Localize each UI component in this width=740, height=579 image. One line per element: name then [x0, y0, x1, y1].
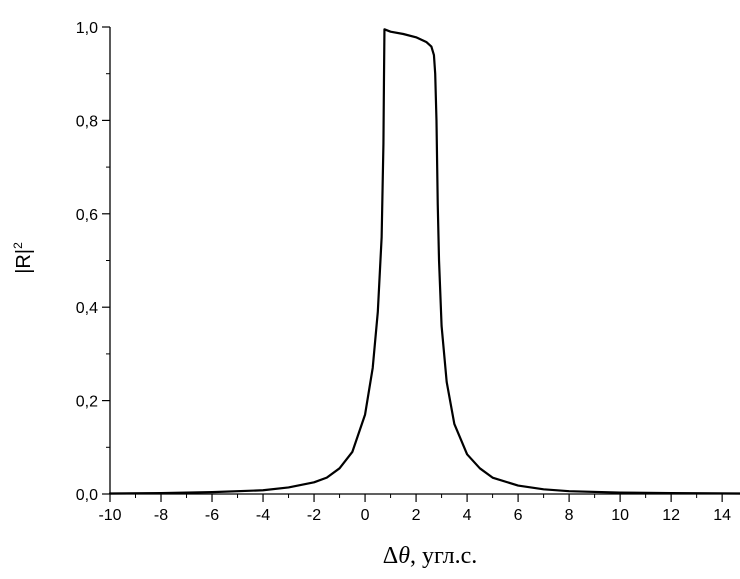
- x-tick-label: -8: [154, 507, 168, 524]
- x-axis-label: Δθ, угл.с.: [383, 543, 478, 569]
- y-axis-label-sup: 2: [11, 242, 25, 249]
- ticks-group: 0,0 0,2 0,4 0,6 0,8 1,0 -10 -8 -6 -4 -2 0 2 4 6 8 10 12 14: [76, 20, 731, 524]
- y-tick-label: 0,2: [76, 394, 98, 411]
- x-tick-label: -10: [98, 507, 121, 524]
- x-tick-label: 8: [565, 507, 574, 524]
- y-tick-label: 0,6: [76, 207, 98, 224]
- axes: [109, 27, 740, 495]
- x-tick-label: 14: [713, 507, 731, 524]
- x-axis-label-delta: Δ: [383, 543, 398, 569]
- reflectivity-curve: [108, 28, 740, 495]
- series-group: [108, 28, 740, 495]
- y-axis-label: |R|2: [11, 242, 35, 274]
- y-axis-label-base: |R|: [13, 249, 35, 274]
- x-axis-label-theta: θ: [398, 543, 410, 569]
- x-tick-label: 6: [514, 507, 523, 524]
- x-tick-label: 0: [361, 507, 370, 524]
- x-tick-label: -4: [256, 507, 270, 524]
- x-tick-label: -2: [307, 507, 321, 524]
- x-tick-label: 2: [412, 507, 421, 524]
- y-tick-label: 1,0: [76, 20, 98, 37]
- x-tick-label: -6: [205, 507, 219, 524]
- x-axis-label-units: , угл.с.: [410, 543, 477, 569]
- y-tick-label: 0,8: [76, 113, 98, 130]
- x-tick-label: 12: [662, 507, 680, 524]
- x-tick-label: 10: [611, 507, 629, 524]
- x-tick-label: 4: [463, 507, 472, 524]
- y-tick-label: 0,0: [76, 487, 98, 504]
- y-tick-label: 0,4: [76, 300, 98, 317]
